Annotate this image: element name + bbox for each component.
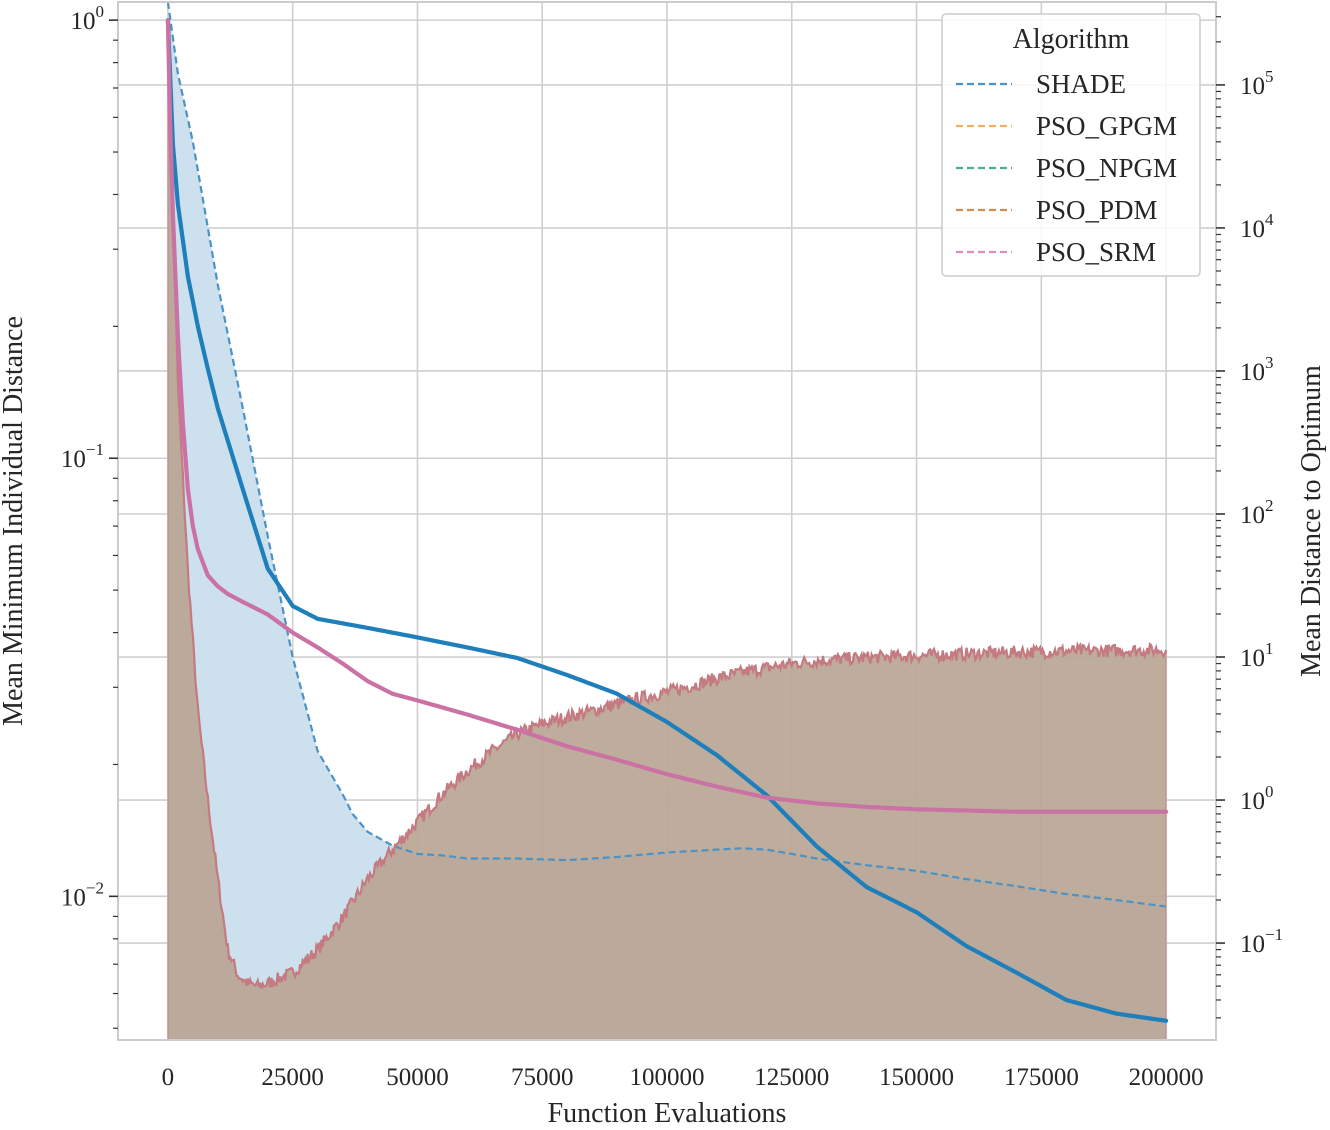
x-tick-label: 50000 — [386, 1064, 449, 1091]
x-tick-label: 175000 — [1004, 1064, 1079, 1091]
series-fills — [167, 2, 1167, 1041]
left-y-tick-label: 10−2 — [61, 878, 104, 911]
series-line-pso_srm-solid — [165, 18, 1169, 814]
right-y-tick-label: 102 — [1240, 496, 1274, 529]
right-y-tick-label: 105 — [1240, 67, 1274, 100]
legend-label-shade: SHADE — [1036, 69, 1126, 99]
series-line-pso_pdm — [166, 23, 1168, 989]
right-y-tick-label: 10−1 — [1240, 925, 1283, 958]
legend-label-pso_srm: PSO_SRM — [1036, 237, 1156, 267]
legend: Algorithm SHADE PSO_GPGM PSO_NPGM PSO_PDM PS… — [941, 13, 1201, 277]
legend-label-pso_gpgm: PSO_GPGM — [1036, 111, 1177, 141]
x-tick-label: 100000 — [630, 1064, 705, 1091]
left-y-tick-label: 10−1 — [61, 440, 104, 473]
legend-label-pso_pdm: PSO_PDM — [1036, 195, 1158, 225]
right-y-axis-label: Mean Distance to Optimum — [1296, 365, 1327, 677]
x-tick-label: 200000 — [1129, 1064, 1204, 1091]
x-tick-label: 75000 — [511, 1064, 574, 1091]
x-tick-label: 150000 — [879, 1064, 954, 1091]
legend-label-pso_npgm: PSO_NPGM — [1036, 153, 1177, 183]
x-tick-label: 0 — [162, 1064, 175, 1091]
x-tick-label: 125000 — [754, 1064, 829, 1091]
right-y-tick-label: 101 — [1240, 639, 1274, 672]
left-y-tick-label: 100 — [71, 2, 105, 35]
right-y-tick-label: 100 — [1240, 782, 1274, 815]
series-lines — [165, 1, 1169, 1040]
right-y-tick-label: 103 — [1240, 353, 1274, 386]
series-fill-pso_pdm — [167, 23, 1167, 1041]
series-line-shade-dashed — [166, 1, 1167, 908]
right-y-tick-label: 104 — [1240, 210, 1274, 243]
legend-entries: SHADE PSO_GPGM PSO_NPGM PSO_PDM PSO_SRM — [956, 69, 1177, 267]
legend-title: Algorithm — [1013, 24, 1130, 55]
x-tick-label: 25000 — [261, 1064, 324, 1091]
series-line-shade-solid — [165, 18, 1169, 1023]
axis-ticks: 0 25000 50000 75000 100000 125000 150000 175000… — [61, 2, 1283, 1091]
left-y-axis-label: Mean Minimum Individual Distance — [0, 316, 29, 726]
x-axis-label: Function Evaluations — [548, 1098, 787, 1129]
